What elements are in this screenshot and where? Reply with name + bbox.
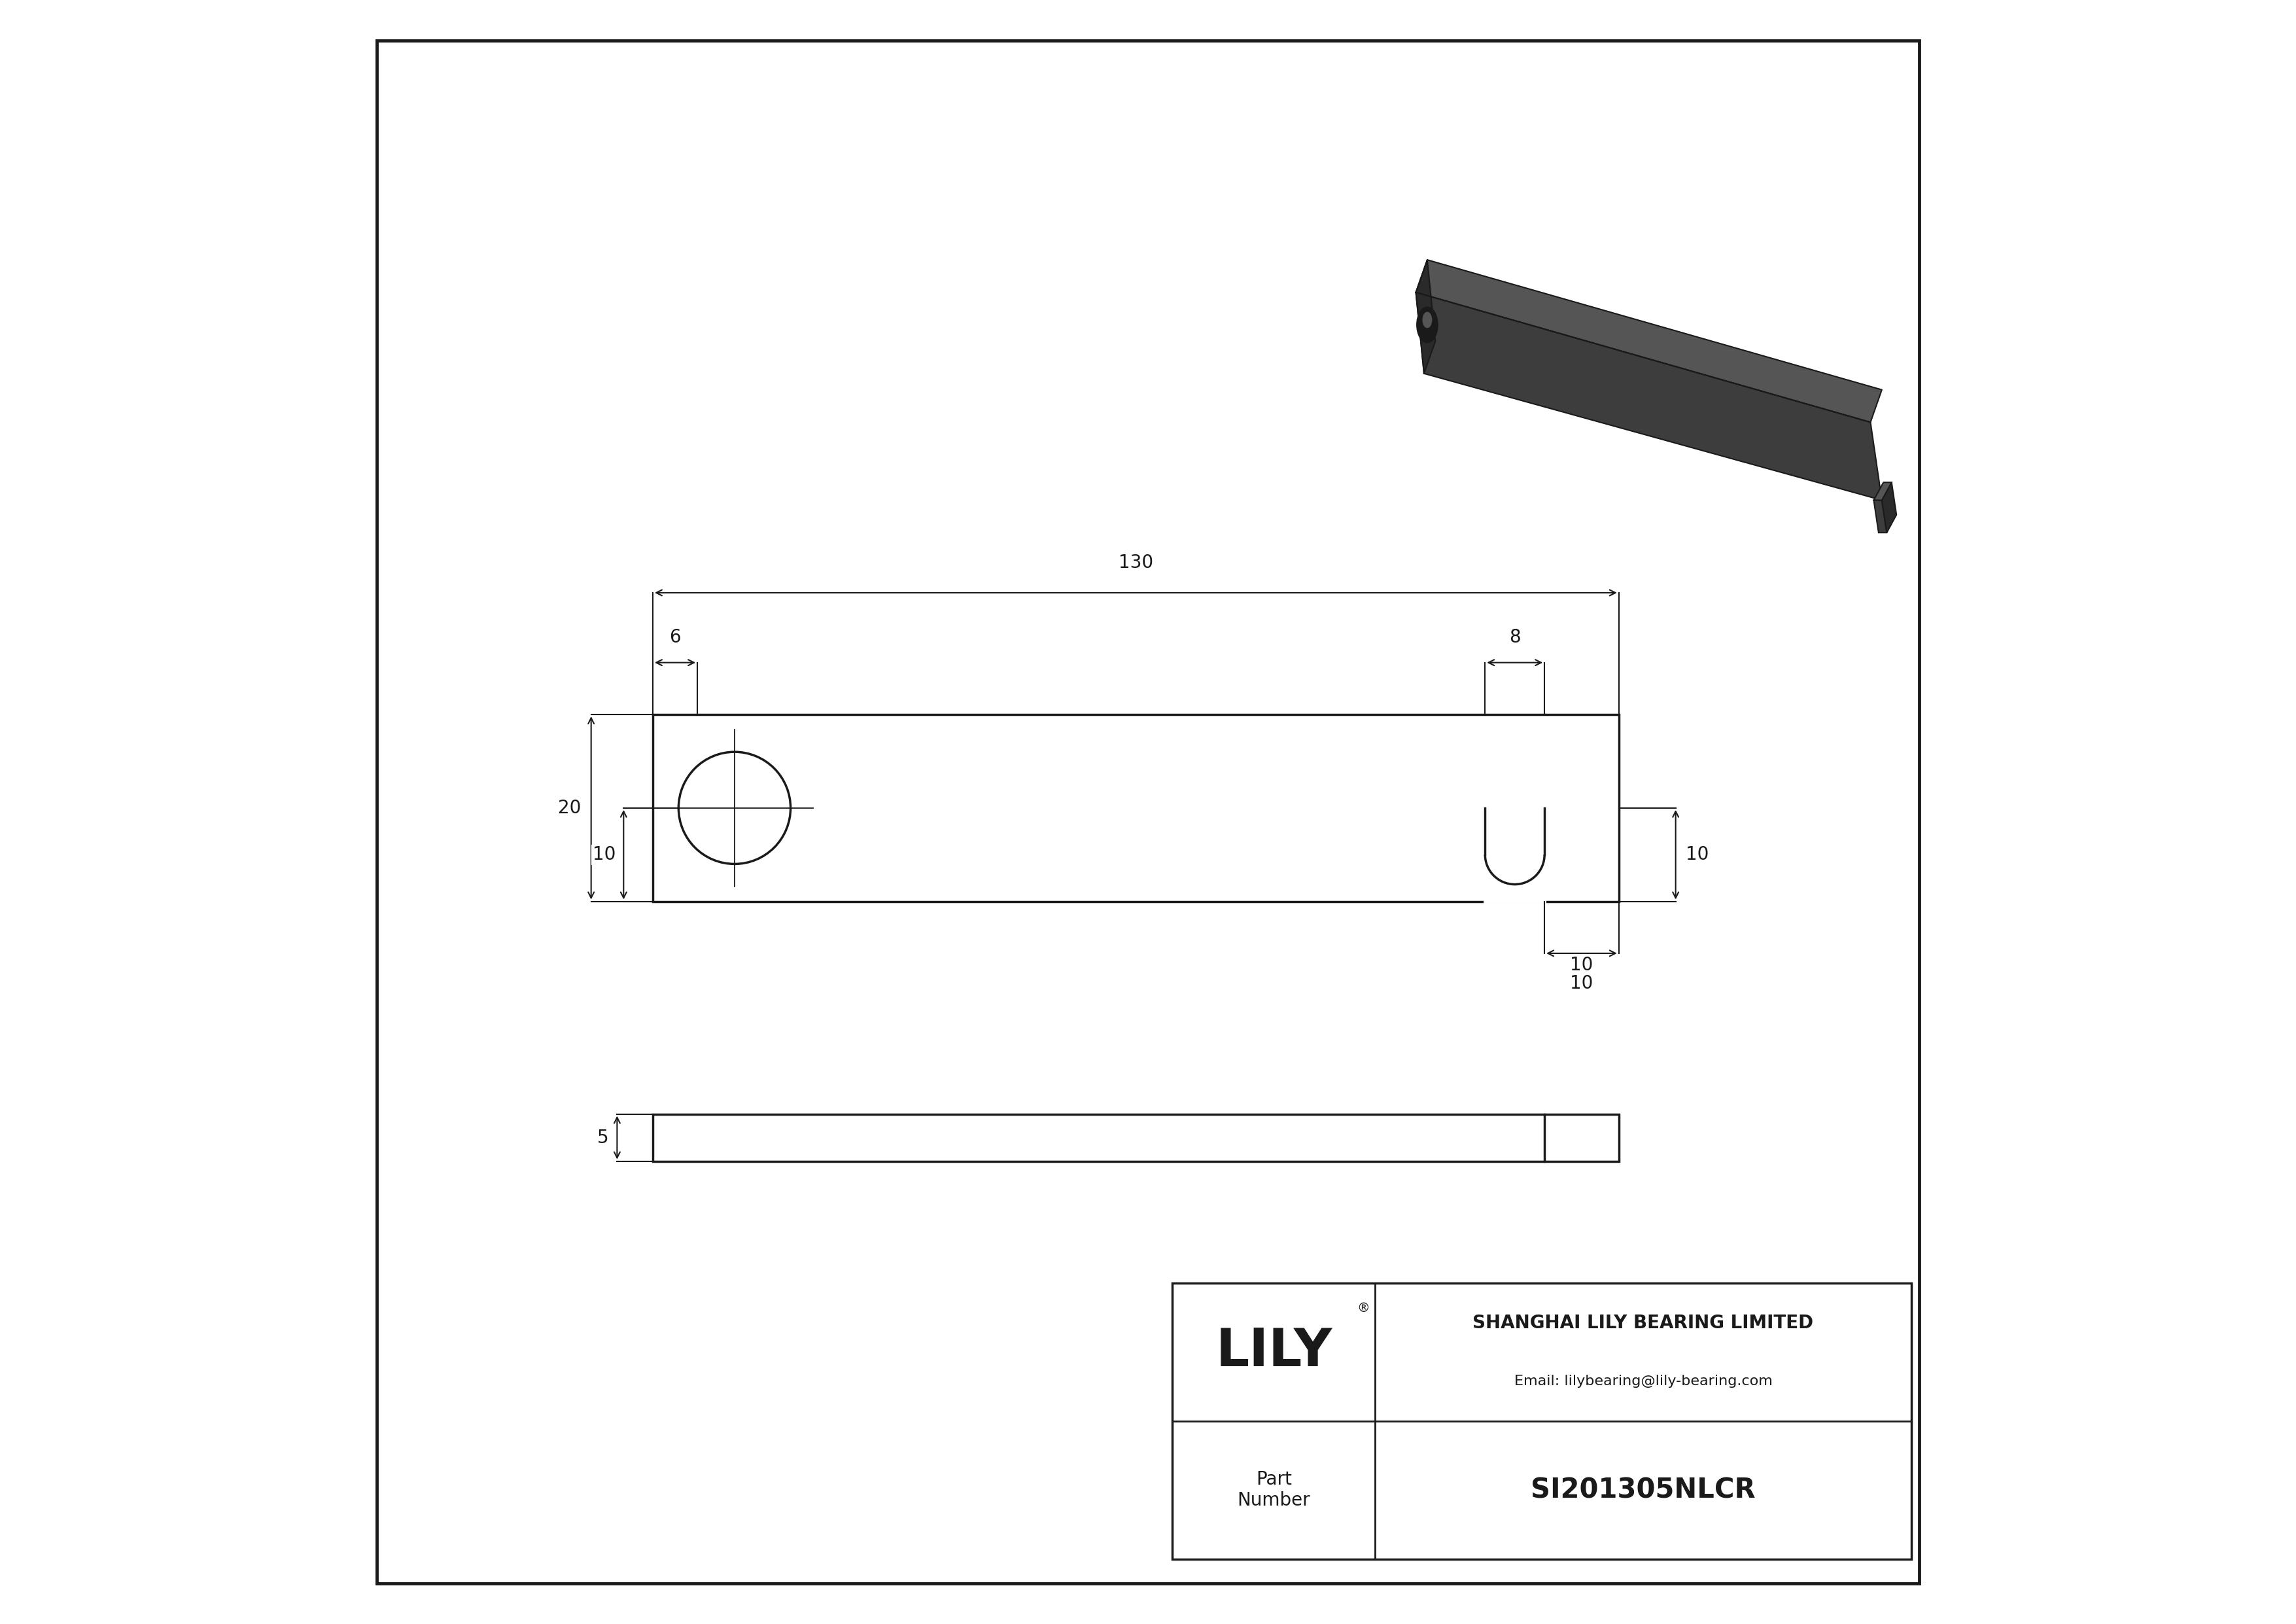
Text: ®: ® <box>1357 1302 1368 1314</box>
Bar <box>1486 807 1545 901</box>
Polygon shape <box>1417 260 1435 374</box>
Text: SI201305NLCR: SI201305NLCR <box>1531 1476 1756 1504</box>
Text: Part
Number: Part Number <box>1238 1470 1311 1510</box>
Text: 130: 130 <box>1118 554 1153 572</box>
Circle shape <box>680 752 790 864</box>
Text: 6: 6 <box>670 628 682 646</box>
Text: LILY: LILY <box>1215 1327 1332 1377</box>
Bar <box>652 1114 1619 1161</box>
Polygon shape <box>1417 292 1883 500</box>
Polygon shape <box>1874 482 1892 500</box>
Text: 8: 8 <box>1508 628 1520 646</box>
Text: 20: 20 <box>558 799 581 817</box>
Text: 10: 10 <box>1570 957 1593 974</box>
Bar <box>652 715 1619 901</box>
Text: 5: 5 <box>597 1129 608 1147</box>
Polygon shape <box>1417 260 1883 422</box>
Text: 10: 10 <box>1570 974 1593 992</box>
Text: 10: 10 <box>592 846 615 864</box>
Text: SHANGHAI LILY BEARING LIMITED: SHANGHAI LILY BEARING LIMITED <box>1472 1314 1814 1332</box>
Polygon shape <box>1874 500 1887 533</box>
Ellipse shape <box>1417 307 1437 343</box>
Text: 10: 10 <box>1685 846 1708 864</box>
Text: Email: lilybearing@lily-bearing.com: Email: lilybearing@lily-bearing.com <box>1513 1374 1773 1389</box>
Bar <box>1173 1283 1910 1559</box>
Polygon shape <box>1883 482 1896 533</box>
Ellipse shape <box>1424 312 1433 328</box>
